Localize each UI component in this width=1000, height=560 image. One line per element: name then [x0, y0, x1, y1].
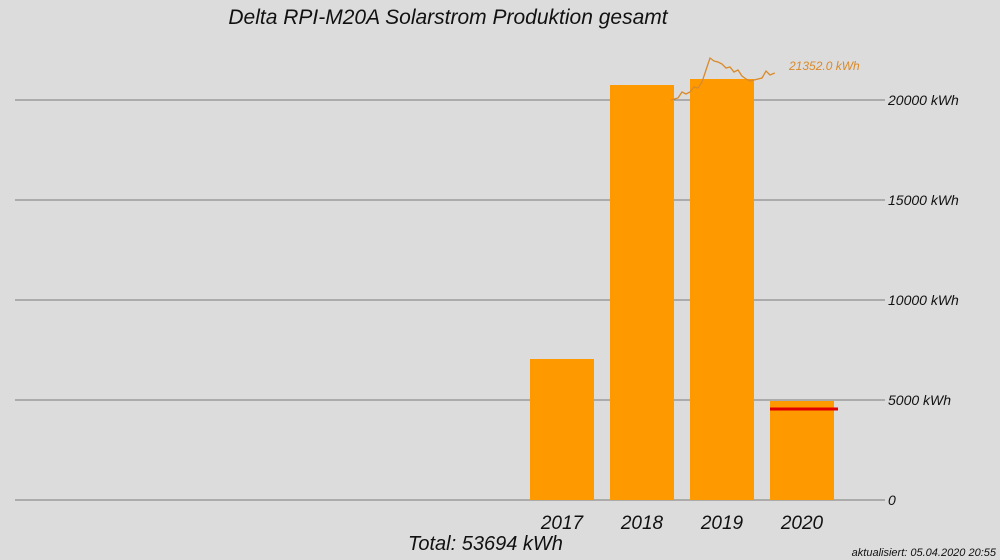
y-axis-ticks: 0 5000 kWh 10000 kWh 15000 kWh 20000 kWh — [887, 92, 959, 508]
chart-title: Delta RPI-M20A Solarstrom Produktion ges… — [228, 6, 668, 29]
trend-series: 21352.0 kWh — [670, 56, 860, 101]
trend-line — [670, 56, 776, 101]
y-tick-label: 10000 kWh — [888, 292, 959, 308]
x-tick-label: 2020 — [780, 513, 824, 534]
updated-timestamp: aktualisiert: 05.04.2020 20:55 — [852, 547, 997, 559]
y-tick-label: 5000 kWh — [888, 392, 951, 408]
x-tick-label: 2017 — [540, 513, 585, 534]
bar-2019 — [690, 79, 754, 500]
x-tick-label: 2019 — [700, 513, 744, 534]
bar-2020 — [770, 401, 834, 500]
x-tick-label: 2018 — [620, 513, 664, 534]
gridlines — [15, 99, 885, 501]
y-tick-label: 0 — [888, 492, 896, 508]
trend-value-label: 21352.0 kWh — [788, 59, 860, 73]
bars — [530, 79, 838, 500]
y-tick-label: 15000 kWh — [888, 192, 959, 208]
total-label: Total: 53694 kWh — [408, 533, 563, 555]
y-tick-label: 20000 kWh — [887, 92, 959, 108]
x-axis-ticks: 2017 2018 2019 2020 — [540, 513, 824, 534]
bar-2017 — [530, 359, 594, 500]
bar-2018 — [610, 85, 674, 500]
